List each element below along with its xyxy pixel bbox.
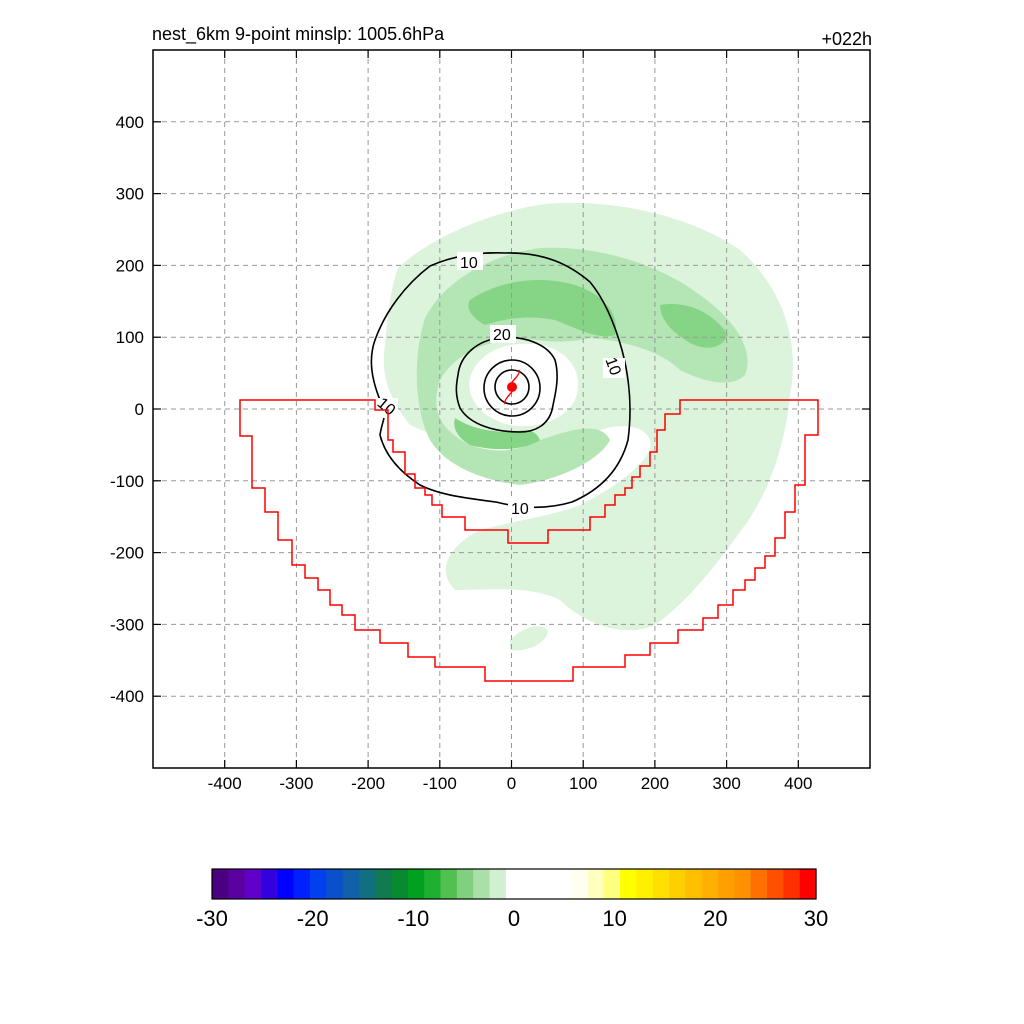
y-tick-label: 400 bbox=[116, 113, 144, 132]
y-tick-label: -300 bbox=[110, 615, 144, 634]
colorbar-swatch bbox=[669, 869, 687, 899]
x-tick-label: 0 bbox=[507, 774, 516, 793]
colorbar-swatch bbox=[440, 869, 458, 899]
colorbar-swatch bbox=[358, 869, 376, 899]
shade-band-dark-south bbox=[454, 418, 540, 450]
colorbar-tick-label: 20 bbox=[703, 906, 727, 931]
contour-10 bbox=[370, 252, 631, 509]
colorbar-swatch bbox=[734, 869, 752, 899]
colorbar-tick-label: 10 bbox=[602, 906, 626, 931]
colorbar-swatch bbox=[489, 869, 507, 899]
colorbar-tick-labels: -30 -20 -10 0 10 20 30 bbox=[196, 906, 828, 931]
x-tick-label: -400 bbox=[208, 774, 242, 793]
colorbar-tick-label: -20 bbox=[297, 906, 329, 931]
colorbar-swatch bbox=[750, 869, 768, 899]
colorbar-tick-label: -10 bbox=[397, 906, 429, 931]
x-tick-label: -300 bbox=[279, 774, 313, 793]
y-tick-label: 300 bbox=[116, 185, 144, 204]
y-tick-label: -100 bbox=[110, 472, 144, 491]
colorbar-swatch bbox=[228, 869, 246, 899]
y-tick-label: 200 bbox=[116, 256, 144, 275]
colorbar-swatch bbox=[522, 869, 540, 899]
y-tick-label: 100 bbox=[116, 328, 144, 347]
colorbar-swatch bbox=[375, 869, 393, 899]
storm-center-spiral bbox=[504, 369, 520, 405]
x-tick-label: 300 bbox=[712, 774, 740, 793]
colorbar-swatch bbox=[701, 869, 719, 899]
contour-inner-1 bbox=[483, 359, 541, 417]
colorbar-swatch bbox=[505, 869, 523, 899]
contour-label-group: 10 20 10 10 10 bbox=[374, 252, 625, 518]
colorbar-swatch bbox=[603, 869, 621, 899]
contour-label-20: 20 bbox=[493, 327, 511, 344]
grid-lines bbox=[153, 50, 870, 768]
colorbar-swatch bbox=[554, 869, 572, 899]
axis-ticks bbox=[153, 50, 870, 768]
storm-center-icon bbox=[507, 382, 517, 392]
colorbar bbox=[212, 869, 817, 899]
colorbar-swatch bbox=[456, 869, 474, 899]
colorbar-swatch bbox=[424, 869, 442, 899]
contour-label-10-east: 10 bbox=[602, 355, 624, 378]
x-tick-label: -100 bbox=[423, 774, 457, 793]
colorbar-swatch bbox=[260, 869, 278, 899]
chart-title-left: nest_6km 9-point minslp: 1005.6hPa bbox=[152, 24, 445, 45]
colorbar-swatch bbox=[293, 869, 311, 899]
colorbar-swatch bbox=[407, 869, 425, 899]
colorbar-frame bbox=[211, 868, 817, 900]
colorbar-swatch bbox=[277, 869, 295, 899]
colorbar-swatch bbox=[783, 869, 801, 899]
contour-label-10-south: 10 bbox=[511, 501, 529, 518]
shade-band-light-tail bbox=[510, 626, 548, 651]
boundary-outline bbox=[239, 399, 819, 682]
x-tick-label: 400 bbox=[784, 774, 812, 793]
shade-band-dark bbox=[468, 280, 616, 337]
colorbar-swatch bbox=[685, 869, 703, 899]
contour-label-10-top: 10 bbox=[460, 255, 478, 272]
y-tick-label: -400 bbox=[110, 687, 144, 706]
colorbar-swatch bbox=[244, 869, 262, 899]
x-tick-label: -200 bbox=[351, 774, 385, 793]
x-tick-labels: -400 -300 -200 -100 0 100 200 300 400 bbox=[208, 774, 813, 793]
colorbar-swatch bbox=[473, 869, 491, 899]
y-tick-label: 0 bbox=[135, 400, 144, 419]
colorbar-tick-label: 0 bbox=[508, 906, 520, 931]
colorbar-swatch bbox=[342, 869, 360, 899]
colorbar-swatch bbox=[212, 869, 229, 899]
colorbar-swatch bbox=[620, 869, 638, 899]
colorbar-swatch bbox=[326, 869, 344, 899]
x-tick-label: 100 bbox=[569, 774, 597, 793]
colorbar-swatch bbox=[391, 869, 409, 899]
colorbar-tick-label: -30 bbox=[196, 906, 228, 931]
colorbar-swatch bbox=[767, 869, 784, 899]
colorbar-swatch bbox=[571, 869, 589, 899]
colorbar-swatch bbox=[636, 869, 654, 899]
shaded-field bbox=[383, 202, 793, 651]
colorbar-swatch bbox=[718, 869, 735, 899]
storm-center-marker bbox=[504, 369, 520, 405]
contour-inner-2 bbox=[494, 369, 530, 405]
chart-title-right: +022h bbox=[821, 29, 872, 49]
y-tick-label: -200 bbox=[110, 544, 144, 563]
y-tick-labels: 400 300 200 100 0 -100 -200 -300 -400 bbox=[110, 113, 144, 706]
colorbar-swatch bbox=[538, 869, 556, 899]
colorbar-swatch bbox=[799, 869, 817, 899]
colorbar-swatch bbox=[652, 869, 670, 899]
colorbar-swatch bbox=[587, 869, 605, 899]
x-tick-label: 200 bbox=[641, 774, 669, 793]
colorbar-tick-label: 30 bbox=[804, 906, 828, 931]
colorbar-swatch bbox=[309, 869, 327, 899]
